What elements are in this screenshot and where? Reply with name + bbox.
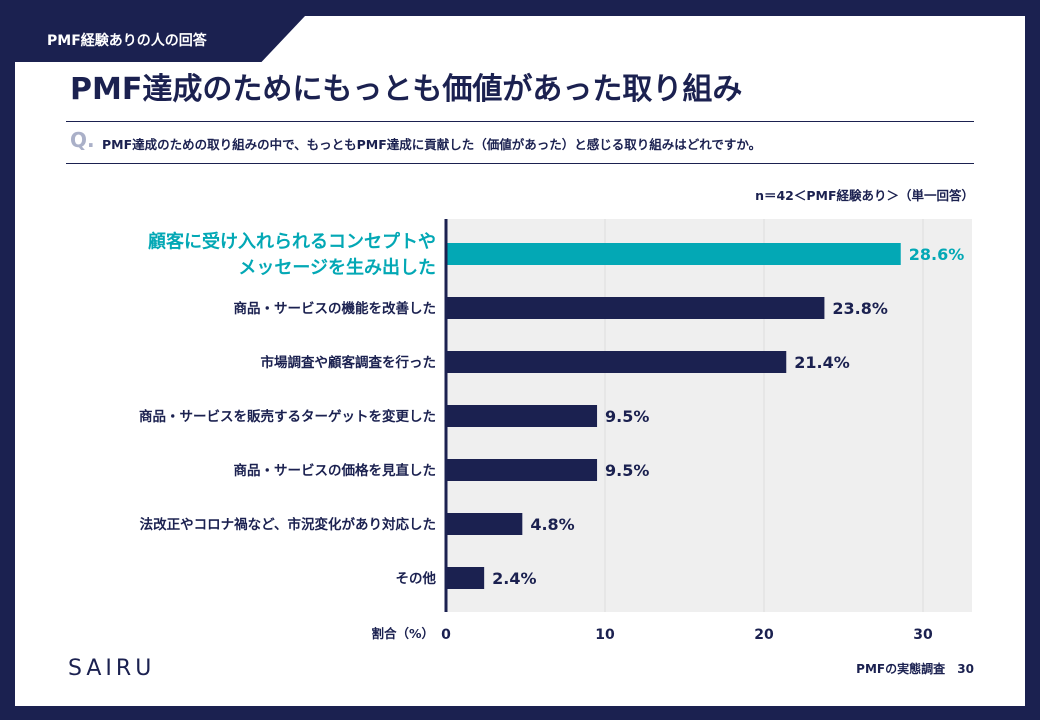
divider-top xyxy=(66,121,974,122)
brand-logo: SAIRU xyxy=(68,656,156,681)
bar-value-label: 23.8% xyxy=(832,299,888,318)
category-label: 商品・サービスの価格を見直した xyxy=(234,462,437,479)
x-tick-label: 20 xyxy=(754,627,774,643)
bar xyxy=(446,567,485,589)
bar-value-label: 28.6% xyxy=(909,245,965,264)
footer: PMFの実態調査 30 xyxy=(848,660,974,677)
question-text: PMF達成のための取り組みの中で、もっともPMF達成に貢献した（価値があった）と… xyxy=(102,137,762,152)
bar xyxy=(446,243,901,265)
x-tick-label: 30 xyxy=(913,627,933,643)
x-tick-label: 10 xyxy=(595,627,615,643)
page-title: PMF達成のためにもっとも価値があった取り組み xyxy=(70,72,743,107)
bar-value-label: 9.5% xyxy=(605,407,649,426)
bar xyxy=(446,405,598,427)
divider-bottom xyxy=(66,163,974,164)
bar xyxy=(446,459,598,481)
bar xyxy=(446,351,787,373)
category-label: 市場調査や顧客調査を行った xyxy=(261,354,437,371)
bar-value-label: 9.5% xyxy=(605,461,649,480)
category-label: 商品・サービスを販売するターゲットを変更した xyxy=(139,408,436,425)
x-tick-label: 0 xyxy=(441,627,451,643)
category-label: 顧客に受け入れられるコンセプトや xyxy=(148,230,436,252)
page-number: 30 xyxy=(957,662,974,676)
section-tag: PMF経験ありの人の回答 xyxy=(15,16,305,62)
footer-report-name: PMFの実態調査 xyxy=(856,662,946,676)
bar-value-label: 21.4% xyxy=(794,353,850,372)
x-axis-label: 割合（%） xyxy=(371,626,434,641)
category-label: 商品・サービスの機能を改善した xyxy=(234,300,437,317)
bar xyxy=(446,513,523,535)
bar-value-label: 4.8% xyxy=(530,515,574,534)
bar-value-label: 2.4% xyxy=(492,569,536,588)
bar xyxy=(446,297,825,319)
category-label: その他 xyxy=(396,570,437,587)
sample-note: n＝42＜PMF経験あり＞（単一回答） xyxy=(755,188,974,203)
question-mark: Q. xyxy=(70,128,95,152)
section-tag-label: PMF経験ありの人の回答 xyxy=(47,33,207,49)
category-label: 法改正やコロナ禍など、市況変化があり対応した xyxy=(140,516,436,533)
category-label: メッセージを生み出した xyxy=(238,256,436,278)
